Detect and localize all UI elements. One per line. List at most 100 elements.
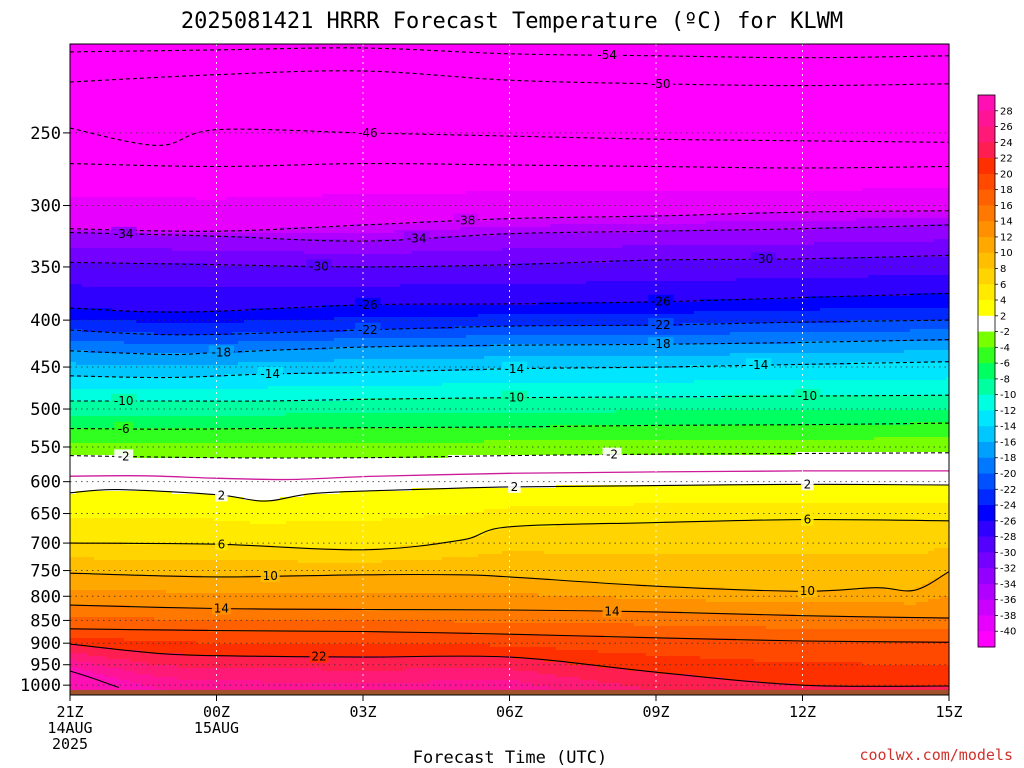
temperature-cell	[82, 434, 89, 438]
temperature-cell	[100, 266, 107, 270]
temperature-cell	[106, 155, 113, 159]
temperature-cell	[100, 494, 107, 498]
temperature-cell	[70, 539, 77, 543]
temperature-cell	[124, 68, 131, 72]
temperature-cell	[124, 215, 131, 219]
temperature-cell	[112, 62, 119, 66]
temperature-cell	[130, 293, 137, 297]
temperature-cell	[118, 59, 125, 63]
temperature-cell	[106, 662, 113, 666]
temperature-cell	[88, 635, 95, 639]
temperature-cell	[118, 122, 125, 126]
temperature-cell	[106, 578, 113, 582]
temperature-cell	[130, 137, 137, 141]
temperature-cell	[88, 467, 95, 471]
temperature-cell	[130, 413, 137, 417]
temperature-cell	[76, 548, 83, 552]
temperature-cell	[112, 89, 119, 93]
temperature-cell	[106, 554, 113, 558]
temperature-cell	[106, 671, 113, 675]
temperature-cell	[70, 68, 77, 72]
temperature-cell	[106, 356, 113, 360]
temperature-cell	[106, 557, 113, 561]
temperature-cell	[100, 209, 107, 213]
temperature-cell	[70, 158, 77, 162]
temperature-cell	[70, 287, 77, 291]
temperature-cell	[100, 146, 107, 150]
temperature-cell	[100, 245, 107, 249]
temperature-cell	[130, 164, 137, 168]
temperature-cell	[136, 323, 143, 327]
temperature-cell	[76, 467, 83, 471]
temperature-cell	[112, 278, 119, 282]
temperature-cell	[82, 44, 89, 48]
temperature-cell	[94, 548, 101, 552]
temperature-cell	[70, 452, 77, 456]
temperature-cell	[136, 101, 143, 105]
temperature-cell	[130, 677, 137, 681]
temperature-cell	[70, 509, 77, 513]
temperature-cell	[124, 647, 131, 651]
temperature-cell	[76, 398, 83, 402]
temperature-cell	[94, 545, 101, 549]
temperature-cell	[70, 395, 77, 399]
temperature-cell	[124, 260, 131, 264]
temperature-cell	[106, 506, 113, 510]
temperature-cell	[130, 119, 137, 123]
temperature-cell	[130, 221, 137, 225]
temperature-cell	[112, 302, 119, 306]
temperature-cell	[100, 359, 107, 363]
temperature-cell	[76, 656, 83, 660]
temperature-cell	[88, 476, 95, 480]
temperature-cell	[82, 578, 89, 582]
temperature-cell	[76, 152, 83, 156]
temperature-cell	[130, 92, 137, 96]
temperature-cell	[94, 398, 101, 402]
temperature-cell	[100, 191, 107, 195]
temperature-cell	[82, 623, 89, 627]
temperature-cell	[124, 359, 131, 363]
temperature-cell	[70, 326, 77, 330]
temperature-cell	[130, 329, 137, 333]
temperature-cell	[124, 47, 131, 51]
temperature-cell	[130, 212, 137, 216]
temperature-cell	[100, 65, 107, 69]
temperature-cell	[124, 575, 131, 579]
temperature-cell	[76, 578, 83, 582]
temperature-cell	[82, 575, 89, 579]
temperature-cell	[118, 260, 125, 264]
temperature-cell	[112, 209, 119, 213]
temperature-cell	[88, 638, 95, 642]
temperature-cell	[106, 674, 113, 678]
temperature-cell	[100, 563, 107, 567]
temperature-cell	[82, 218, 89, 222]
temperature-cell	[118, 413, 125, 417]
temperature-cell	[130, 131, 137, 135]
temperature-cell	[136, 215, 143, 219]
temperature-cell	[82, 197, 89, 201]
temperature-cell	[88, 191, 95, 195]
temperature-cell	[70, 650, 77, 654]
temperature-cell	[124, 587, 131, 591]
temperature-cell	[124, 59, 131, 63]
temperature-cell	[94, 440, 101, 444]
temperature-cell	[76, 545, 83, 549]
temperature-cell	[82, 548, 89, 552]
temperature-cell	[70, 188, 77, 192]
temperature-cell	[130, 383, 137, 387]
temperature-cell	[88, 239, 95, 243]
temperature-cell	[88, 455, 95, 459]
temperature-cell	[94, 542, 101, 546]
temperature-cell	[118, 572, 125, 576]
temperature-cell	[130, 218, 137, 222]
temperature-cell	[118, 152, 125, 156]
temperature-cell	[112, 443, 119, 447]
temperature-cell	[76, 284, 83, 288]
temperature-cell	[106, 230, 113, 234]
temperature-cell	[118, 104, 125, 108]
temperature-cell	[88, 620, 95, 624]
temperature-cell	[88, 557, 95, 561]
temperature-cell	[130, 71, 137, 75]
temperature-cell	[88, 605, 95, 609]
temperature-cell	[82, 245, 89, 249]
